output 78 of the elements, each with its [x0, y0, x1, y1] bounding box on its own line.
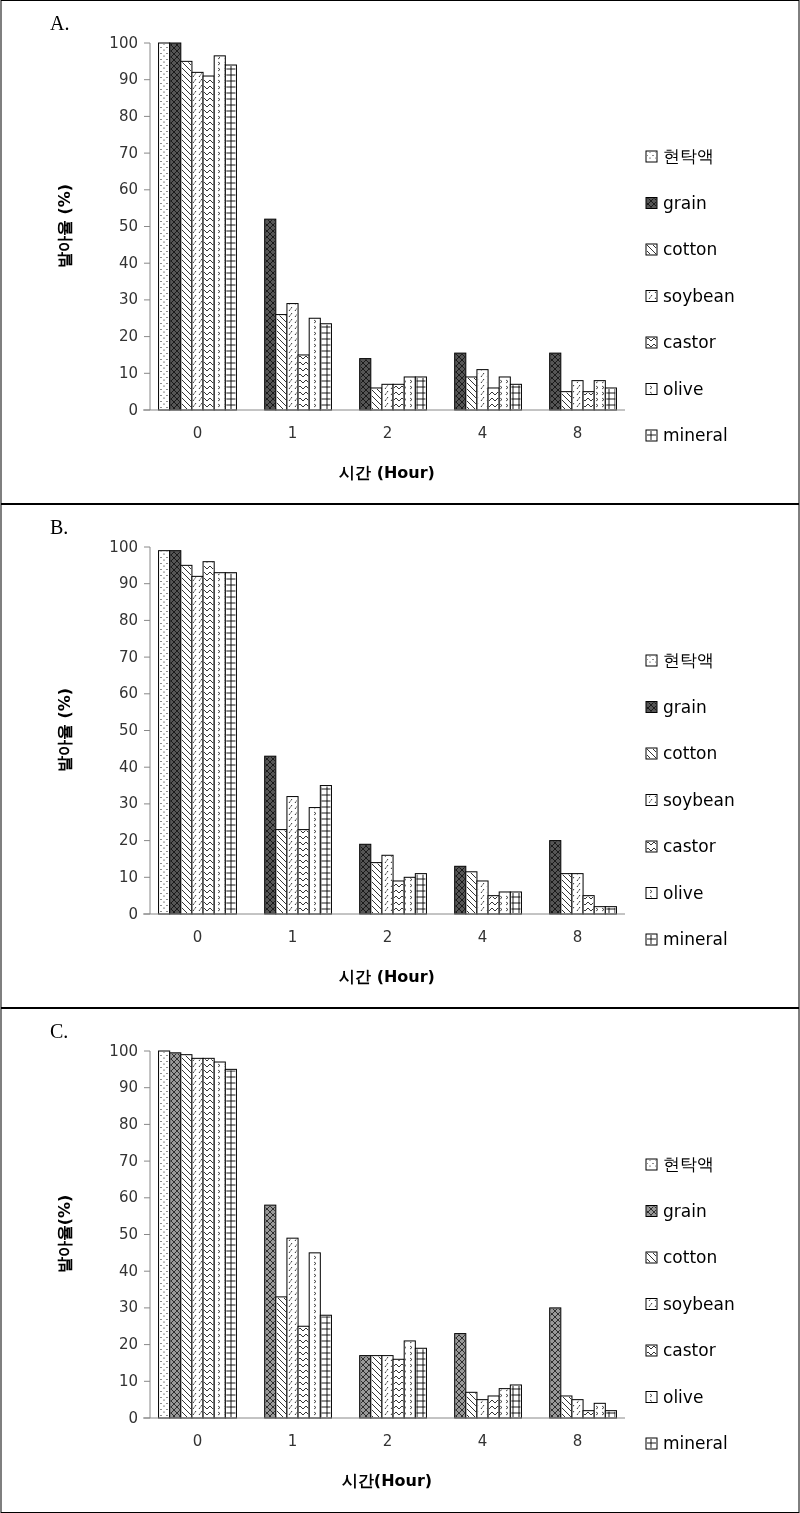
x-tick-label: 2	[382, 928, 393, 946]
legend-label: soybean	[663, 789, 735, 810]
legend-label: cotton	[663, 743, 718, 763]
legend-label: soybean	[663, 285, 735, 306]
x-axis-title: 시간 (Hour)	[339, 967, 435, 986]
x-tick-label: 2	[382, 1432, 393, 1450]
legend-label: grain	[663, 696, 707, 717]
chart-title: C.	[50, 1019, 69, 1042]
y-axis-title: 발아율 (%)	[55, 687, 74, 773]
y-tick-label: 20	[118, 1335, 138, 1354]
legend-label: mineral	[663, 929, 728, 949]
y-axis-title: 발아율(%)	[55, 1194, 74, 1274]
legend-label: castor	[663, 836, 716, 856]
legend-label: castor	[663, 1340, 716, 1360]
y-tick-label: 60	[118, 684, 138, 703]
y-tick-label: 80	[118, 106, 138, 125]
x-axis-title: 시간 (Hour)	[339, 463, 435, 482]
y-tick-label: 10	[118, 867, 138, 886]
y-tick-label: 90	[118, 574, 138, 593]
y-tick-label: 20	[118, 327, 138, 346]
chart-title: B.	[50, 515, 69, 538]
y-axis-title: 발아율 (%)	[55, 183, 74, 269]
y-tick-label: 60	[118, 1188, 138, 1207]
legend-label: 현탁액	[663, 146, 714, 166]
legend-label: 현탁액	[663, 1154, 714, 1174]
chart-title: A.	[50, 11, 70, 34]
x-tick-label: 1	[287, 1432, 298, 1450]
legend-label: mineral	[663, 425, 728, 445]
y-tick-label: 80	[118, 610, 138, 629]
y-tick-label: 90	[118, 70, 138, 89]
x-axis-title: 시간(Hour)	[341, 1471, 433, 1490]
legend-label: soybean	[663, 1293, 735, 1314]
y-tick-label: 0	[128, 904, 138, 923]
x-tick-label: 0	[192, 424, 203, 442]
x-tick-label: 4	[477, 928, 488, 946]
legend-label: mineral	[663, 1433, 728, 1453]
y-tick-label: 80	[118, 1114, 138, 1133]
y-tick-label: 40	[118, 1261, 138, 1280]
x-tick-label: 8	[572, 424, 583, 442]
x-tick-label: 8	[572, 928, 583, 946]
y-tick-label: 40	[118, 757, 138, 776]
y-tick-label: 0	[128, 400, 138, 419]
y-tick-label: 70	[118, 1151, 138, 1170]
legend-label: castor	[663, 332, 716, 352]
x-tick-label: 0	[192, 1432, 203, 1450]
y-tick-label: 50	[118, 217, 138, 235]
y-tick-label: 70	[118, 143, 138, 162]
legend-label: cotton	[663, 1247, 718, 1267]
legend-label: grain	[663, 192, 707, 213]
x-tick-label: 2	[382, 424, 393, 442]
y-tick-label: 50	[118, 1225, 138, 1243]
y-tick-label: 60	[118, 180, 138, 199]
y-tick-label: 100	[109, 1041, 138, 1060]
x-tick-label: 8	[572, 1432, 583, 1450]
x-tick-label: 1	[287, 928, 298, 946]
legend-label: 현탁액	[663, 650, 714, 670]
x-tick-label: 4	[477, 1432, 488, 1450]
y-tick-label: 100	[109, 33, 138, 52]
y-tick-label: 30	[118, 290, 138, 309]
y-tick-label: 10	[118, 1371, 138, 1390]
x-tick-label: 1	[287, 424, 298, 442]
y-tick-label: 100	[109, 537, 138, 556]
y-tick-label: 90	[118, 1078, 138, 1097]
x-tick-label: 4	[477, 424, 488, 442]
legend-label: cotton	[663, 239, 718, 259]
legend-label: olive	[663, 378, 704, 399]
y-tick-label: 20	[118, 831, 138, 850]
x-tick-label: 0	[192, 928, 203, 946]
y-tick-label: 0	[128, 1408, 138, 1427]
y-tick-label: 50	[118, 721, 138, 739]
y-tick-label: 40	[118, 253, 138, 272]
y-tick-label: 30	[118, 794, 138, 813]
y-tick-label: 10	[118, 363, 138, 382]
y-tick-label: 70	[118, 647, 138, 666]
y-tick-label: 30	[118, 1298, 138, 1317]
legend-label: olive	[663, 1386, 704, 1407]
legend-label: olive	[663, 882, 704, 903]
legend-label: grain	[663, 1200, 707, 1221]
